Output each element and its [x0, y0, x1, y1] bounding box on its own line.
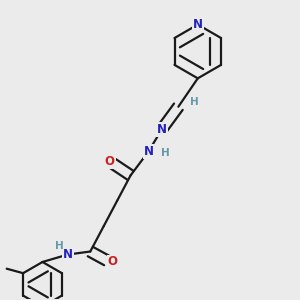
Text: N: N [193, 18, 203, 31]
Text: N: N [143, 145, 154, 158]
Text: O: O [108, 256, 118, 268]
Text: H: H [160, 148, 169, 158]
Text: H: H [55, 241, 63, 250]
Text: H: H [190, 97, 199, 107]
Text: O: O [105, 155, 115, 168]
Text: N: N [63, 248, 73, 261]
Text: N: N [157, 123, 167, 136]
